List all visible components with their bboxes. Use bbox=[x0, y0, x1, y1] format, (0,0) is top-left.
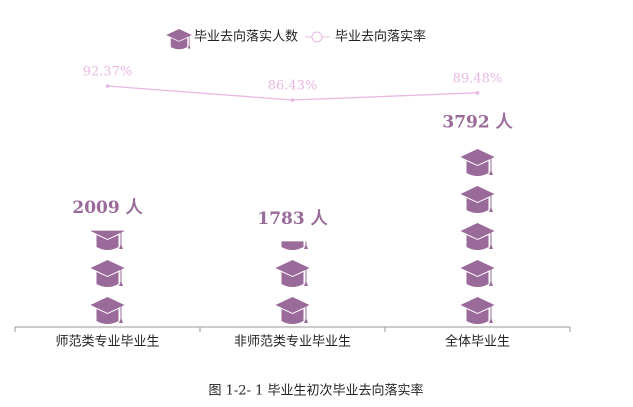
icon-stack bbox=[90, 230, 125, 324]
rate-point bbox=[105, 84, 110, 88]
cap-icon bbox=[275, 260, 310, 287]
icon-stack bbox=[460, 149, 495, 324]
cap-icon bbox=[460, 223, 495, 250]
cap-icon bbox=[90, 260, 125, 287]
value-label: 92.37% bbox=[83, 65, 133, 80]
legend-icon bbox=[166, 29, 192, 50]
value-label: 2009 人 bbox=[72, 198, 143, 218]
value-label: 89.48% bbox=[453, 71, 503, 86]
cap-icon bbox=[460, 260, 495, 287]
cap-icon bbox=[275, 297, 310, 324]
x-tick-label: 非师范类专业毕业生 bbox=[234, 335, 351, 350]
rate-point bbox=[290, 98, 295, 102]
x-tick-label: 师范类专业毕业生 bbox=[55, 335, 159, 350]
cap-icon bbox=[460, 149, 495, 176]
cap-icon bbox=[90, 297, 125, 324]
icon-stack bbox=[275, 241, 310, 324]
cap-icon bbox=[90, 230, 125, 250]
legend-label: 毕业去向落实人数 bbox=[194, 29, 298, 45]
cap-icon bbox=[460, 297, 495, 324]
caption: 图 1-2- 1 毕业生初次毕业去向落实率 bbox=[209, 383, 424, 399]
rate-point bbox=[475, 91, 480, 95]
value-label: 3792 人 bbox=[442, 112, 513, 132]
x-tick-label: 全体毕业生 bbox=[445, 334, 510, 350]
value-label: 86.43% bbox=[268, 79, 318, 94]
legend-marker bbox=[311, 31, 323, 43]
legend-label: 毕业去向落实率 bbox=[335, 29, 426, 45]
value-label: 1783 人 bbox=[257, 209, 328, 229]
cap-icon bbox=[460, 186, 495, 213]
